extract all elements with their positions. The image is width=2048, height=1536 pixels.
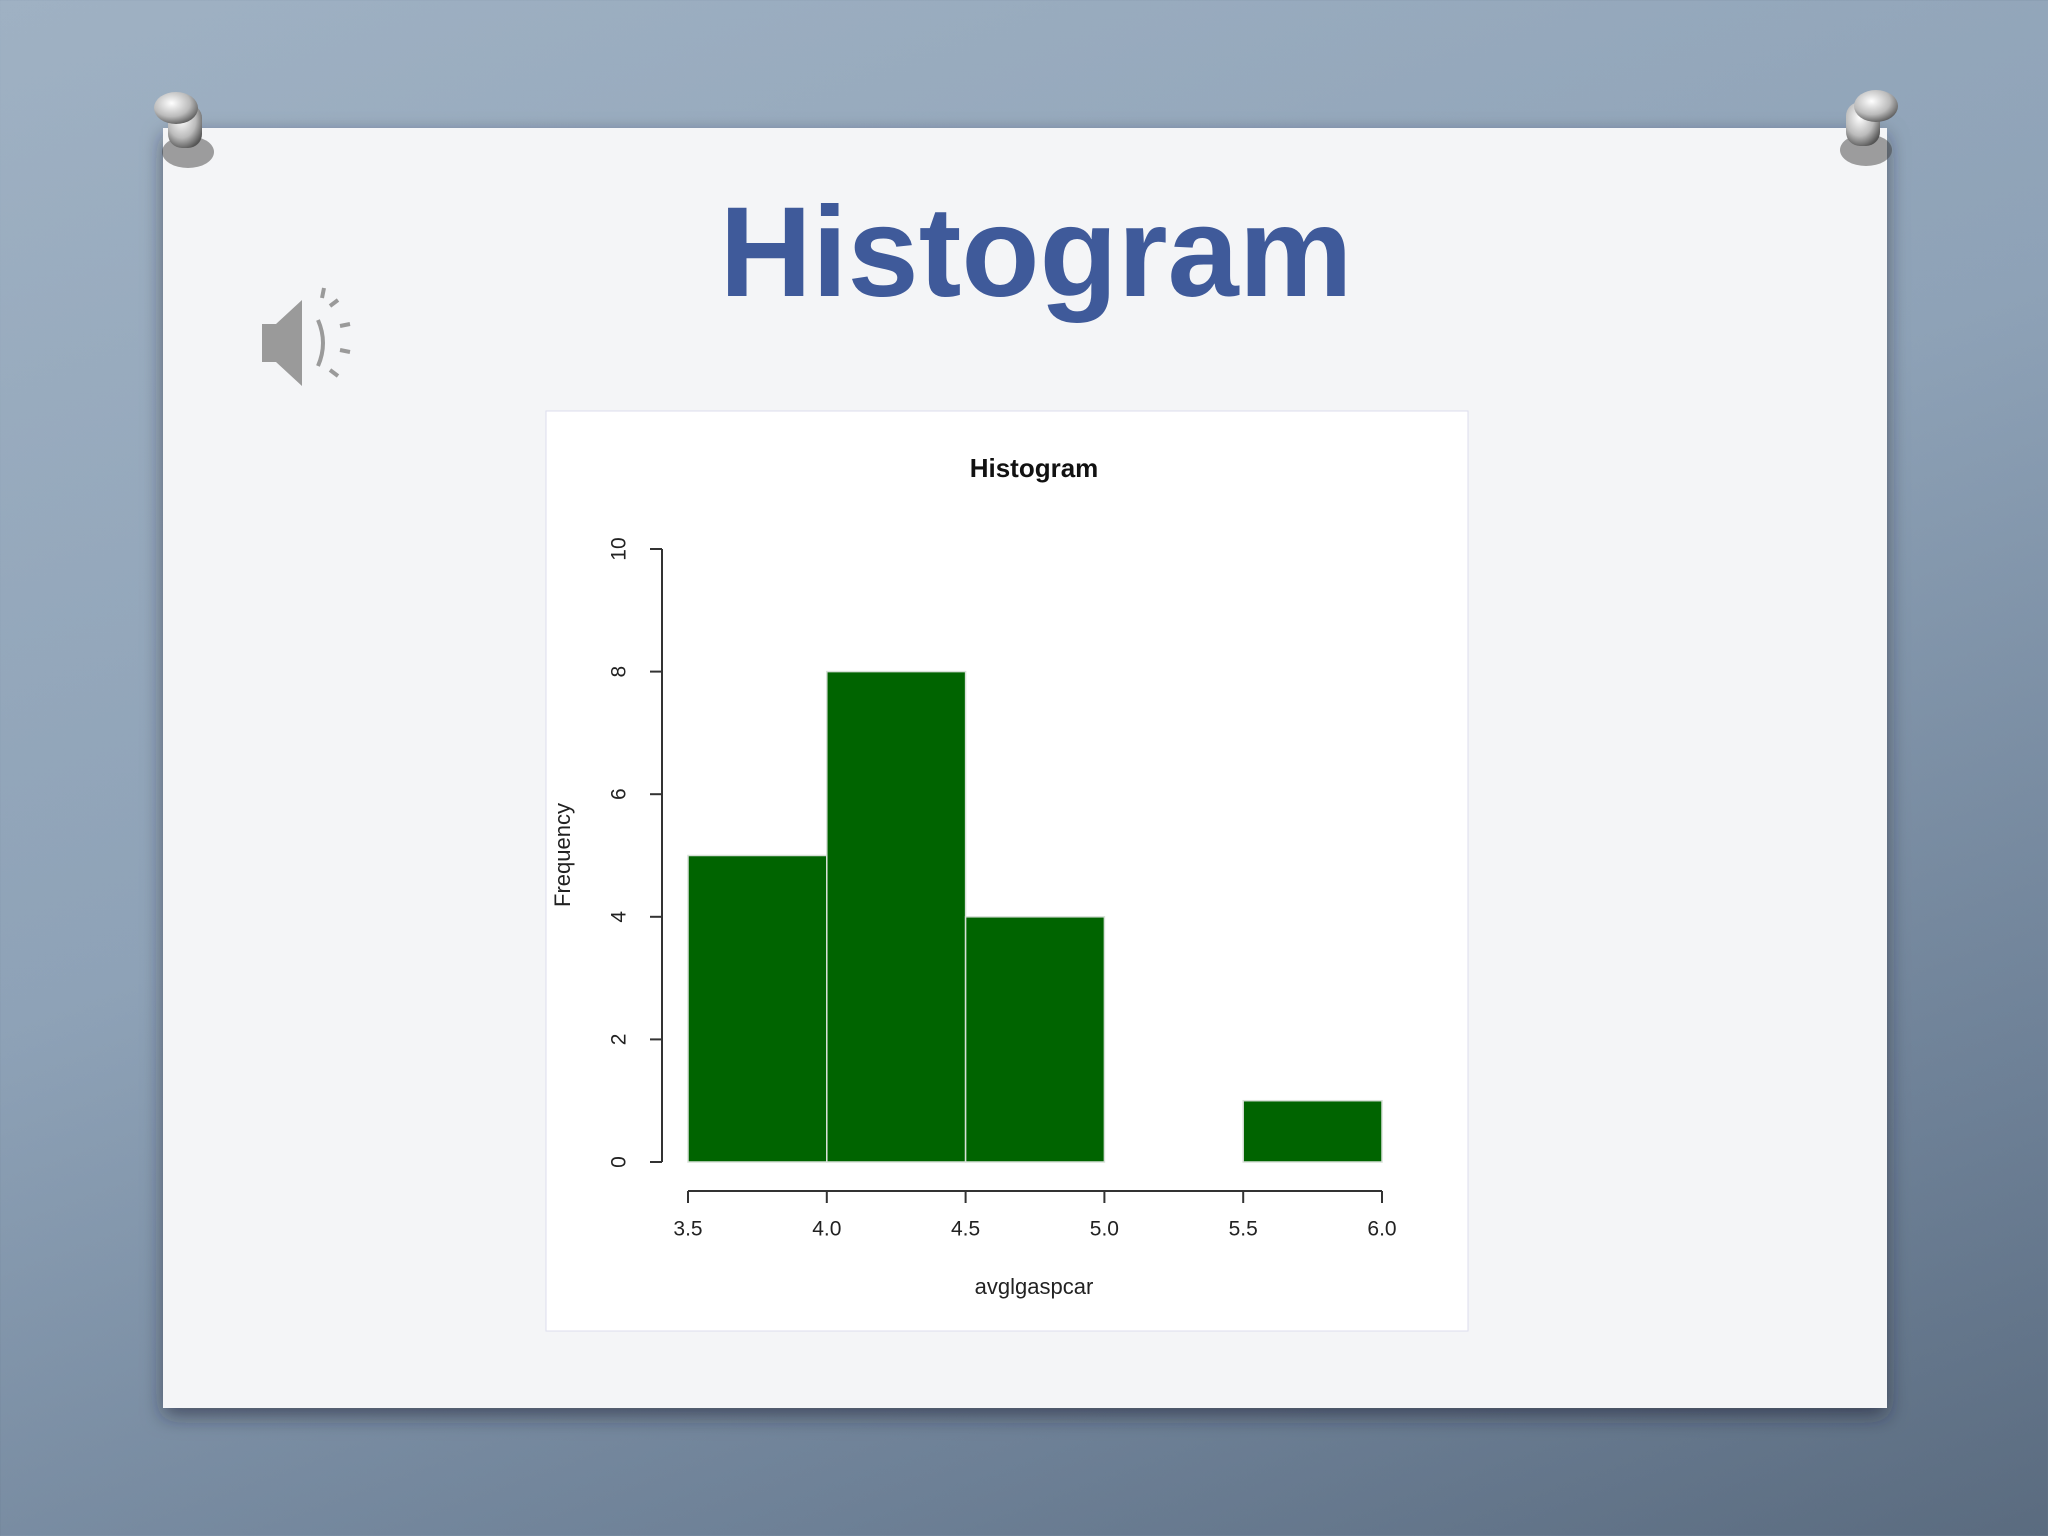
x-tick-label: 4.0 xyxy=(812,1218,841,1241)
x-tick-label: 5.0 xyxy=(1090,1218,1119,1241)
bar xyxy=(964,916,1106,1163)
bar xyxy=(826,670,967,1163)
x-tick-label: 5.5 xyxy=(1229,1218,1258,1241)
y-tick-label: 8 xyxy=(608,666,631,678)
y-tick-label: 6 xyxy=(608,788,631,800)
bar xyxy=(687,854,828,1163)
x-tick-label: 4.5 xyxy=(951,1218,980,1241)
slide-title: Histogram xyxy=(720,181,1353,324)
pin xyxy=(1840,90,1898,166)
bar xyxy=(1242,1099,1383,1163)
y-tick-label: 4 xyxy=(608,911,631,923)
x-axis-label: avglgaspcar xyxy=(975,1274,1094,1299)
y-tick-label: 10 xyxy=(608,537,631,560)
x-tick-label: 3.5 xyxy=(673,1218,702,1241)
chart-frame xyxy=(545,410,1469,1332)
audio-icon[interactable] xyxy=(262,287,351,386)
y-axis-label: Frequency xyxy=(550,803,575,907)
y-tick-label: 0 xyxy=(608,1156,631,1168)
pin xyxy=(154,92,214,168)
y-tick-label: 2 xyxy=(608,1034,631,1046)
x-tick-label: 6.0 xyxy=(1367,1218,1396,1241)
chart-title: Histogram xyxy=(970,453,1099,483)
